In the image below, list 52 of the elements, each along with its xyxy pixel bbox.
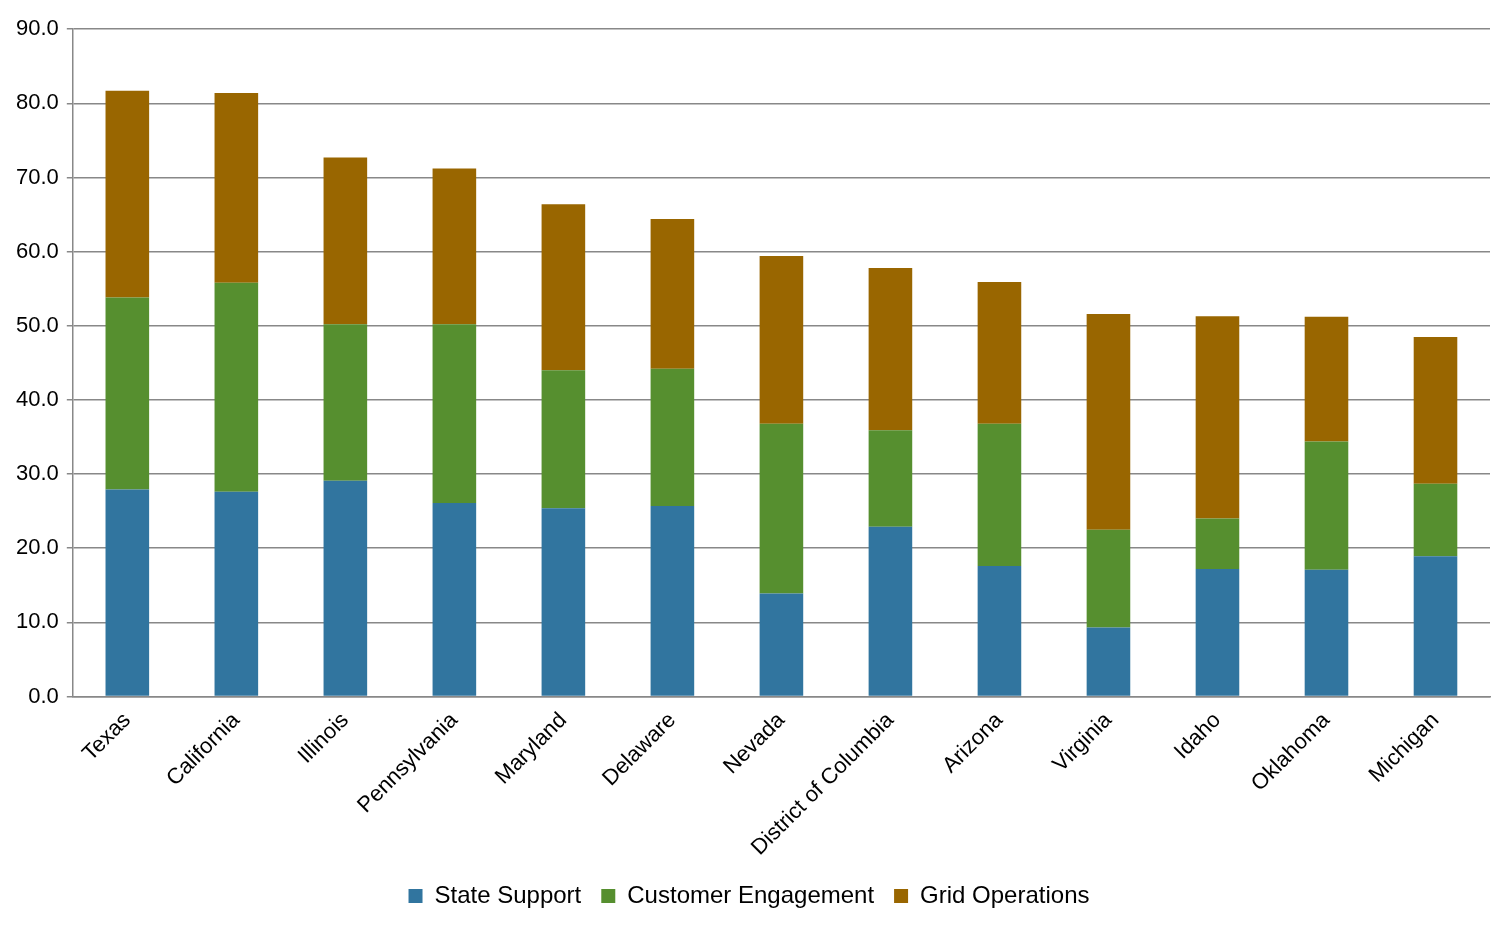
bar	[759, 423, 804, 594]
y-tick-label: 60.0	[15, 237, 59, 263]
bar	[1195, 316, 1240, 519]
bar	[214, 92, 259, 283]
bar	[759, 593, 804, 696]
bar	[650, 368, 695, 506]
bar	[432, 168, 477, 325]
bar	[1086, 313, 1131, 530]
bar	[1195, 518, 1240, 569]
y-tick-label: 0.0	[28, 682, 59, 708]
legend-label: Grid Operations	[920, 880, 1090, 908]
legend-label: State Support	[434, 880, 582, 908]
bar	[977, 565, 1022, 696]
bar	[650, 219, 695, 369]
bar	[759, 256, 804, 424]
bar	[1304, 441, 1349, 570]
y-tick-label: 80.0	[15, 89, 59, 115]
bar	[105, 297, 150, 490]
y-tick-label: 40.0	[15, 385, 59, 411]
bar	[1195, 568, 1240, 696]
bar	[1304, 569, 1349, 696]
bar	[1304, 316, 1349, 442]
bar	[977, 423, 1022, 566]
bar	[105, 489, 150, 696]
bar	[323, 480, 368, 696]
bar	[868, 267, 913, 431]
bar	[541, 204, 586, 371]
bar	[323, 324, 368, 481]
bar	[1413, 483, 1458, 557]
y-tick-label: 30.0	[15, 460, 59, 486]
bar	[1413, 336, 1458, 484]
bar	[541, 508, 586, 696]
bar	[1086, 529, 1131, 628]
y-tick-label: 10.0	[15, 608, 59, 634]
bar	[650, 505, 695, 696]
bar	[868, 526, 913, 696]
bar	[977, 282, 1022, 424]
y-tick-label: 50.0	[15, 311, 59, 337]
bar	[1413, 556, 1458, 696]
y-tick-label: 20.0	[15, 534, 59, 560]
y-tick-label: 70.0	[15, 163, 59, 189]
bar	[1086, 627, 1131, 696]
bar	[868, 430, 913, 527]
bar	[432, 502, 477, 696]
legend-label: Customer Engagement	[627, 880, 875, 908]
bar	[323, 157, 368, 325]
bar	[214, 282, 259, 492]
bar	[541, 370, 586, 509]
bar	[214, 491, 259, 696]
bar	[105, 90, 150, 298]
y-tick-label: 90.0	[15, 15, 59, 41]
bar	[432, 324, 477, 503]
